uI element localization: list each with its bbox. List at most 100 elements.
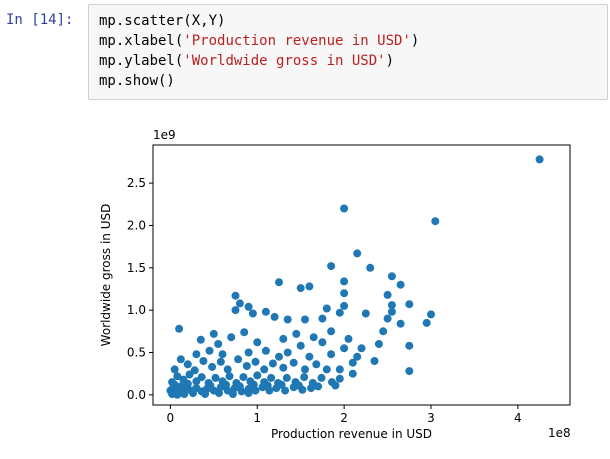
scatter-point <box>228 390 237 398</box>
x-axis-label: Production revenue in USD <box>271 427 432 441</box>
code-text: mp.scatter(X,Y) <box>99 13 226 29</box>
scatter-point <box>231 291 240 300</box>
scatter-point <box>176 382 185 391</box>
scatter-point <box>283 315 292 324</box>
scatter-point <box>242 362 251 370</box>
code-line-1: mp.scatter(X,Y) <box>99 11 607 31</box>
scatter-point <box>340 289 349 298</box>
scatter-point <box>396 280 405 289</box>
scatter-point <box>335 308 344 317</box>
scatter-point <box>270 312 279 321</box>
scatter-point <box>305 352 314 361</box>
scatter-point <box>353 249 362 258</box>
y-tick-label: 2.5 <box>127 176 146 190</box>
scatter-point <box>214 340 223 348</box>
scatter-point <box>405 367 414 376</box>
scatter-point <box>300 373 309 382</box>
x-offset-label: 1e8 <box>548 426 571 440</box>
scatter-point <box>244 389 253 398</box>
scatter-point <box>249 380 258 389</box>
scatter-point <box>192 350 201 359</box>
code-string: 'Worldwide gross in USD' <box>183 53 386 69</box>
scatter-point <box>279 334 288 343</box>
scatter-point <box>222 380 230 389</box>
scatter-point <box>379 327 388 336</box>
scatter-point <box>180 390 189 398</box>
scatter-point <box>327 262 336 271</box>
scatter-point <box>383 290 392 299</box>
scatter-point <box>201 390 210 398</box>
scatter-point <box>267 373 276 382</box>
scatter-point <box>353 352 362 361</box>
scatter-point <box>322 365 331 374</box>
scatter-point <box>348 369 357 378</box>
scatter-point <box>216 357 225 366</box>
ticks-layer: 0 1 2 3 4 0.0 0.5 1.0 1.5 2.0 2.5 <box>127 176 522 425</box>
scatter-point <box>275 278 283 287</box>
scatter-point <box>427 310 435 319</box>
code-line-2: mp.xlabel('Production revenue in USD') <box>99 31 607 51</box>
scatter-point <box>318 314 327 323</box>
scatter-point <box>173 390 182 399</box>
scatter-point <box>370 357 379 365</box>
scatter-point <box>282 373 291 382</box>
scatter-point <box>387 272 396 281</box>
scatter-point <box>227 333 236 342</box>
scatter-point <box>374 340 383 348</box>
scatter-point <box>223 365 232 374</box>
scatter-point <box>248 309 257 318</box>
scatter-point <box>239 373 248 382</box>
scatter-point <box>383 314 392 323</box>
scatter-point <box>296 341 305 350</box>
scatter-point <box>283 348 292 357</box>
scatter-point <box>234 355 243 364</box>
y-offset-label: 1e9 <box>153 128 176 142</box>
scatter-point <box>405 300 414 309</box>
x-tick-label: 3 <box>427 411 435 425</box>
scatter-point <box>197 373 206 382</box>
scatter-point <box>170 380 179 389</box>
scatter-point <box>173 372 182 381</box>
scatter-point <box>185 370 194 379</box>
scatter-point <box>387 307 396 316</box>
scatter-point <box>199 357 208 365</box>
x-tick-label: 2 <box>340 411 348 425</box>
scatter-point <box>422 318 431 327</box>
scatter-point <box>206 381 215 390</box>
scatter-point <box>208 362 217 371</box>
scatter-point <box>348 358 357 367</box>
scatter-point <box>318 338 327 347</box>
scatter-point <box>253 338 262 347</box>
scatter-point <box>366 263 375 272</box>
x-tick-label: 1 <box>253 411 261 425</box>
scatter-point <box>260 365 269 374</box>
scatter-point <box>275 352 283 361</box>
scatter-point <box>296 284 305 293</box>
scatter-point <box>294 381 303 390</box>
scatter-point <box>281 386 290 395</box>
scatter-plot-output: 0 1 2 3 4 0.0 0.5 1.0 1.5 2.0 2.5 1e9 1e8 Producti… <box>99 128 571 441</box>
scatter-point <box>225 372 234 381</box>
scatter-point <box>244 302 253 311</box>
scatter-point <box>301 365 309 374</box>
scatter-point <box>335 365 344 374</box>
scatter-point <box>211 373 220 382</box>
cell-prompt: In [14]: <box>6 12 74 28</box>
scatter-point <box>251 357 260 366</box>
points-layer <box>166 155 544 399</box>
scatter-point <box>387 301 396 310</box>
scatter-point <box>289 358 298 367</box>
scatter-point <box>261 346 270 355</box>
scatter-point <box>322 304 331 313</box>
scatter-point <box>231 306 240 315</box>
scatter-point <box>209 329 218 338</box>
scatter-point <box>175 324 184 333</box>
scatter-point <box>176 355 185 364</box>
code-string: 'Production revenue in USD' <box>183 33 411 49</box>
code-text: ) <box>385 53 395 69</box>
scatter-point <box>309 333 318 342</box>
scatter-point <box>196 335 205 344</box>
scatter-point <box>340 204 349 213</box>
code-cell[interactable]: mp.scatter(X,Y) mp.xlabel('Production re… <box>88 4 608 100</box>
y-tick-label: 0.5 <box>127 345 146 359</box>
